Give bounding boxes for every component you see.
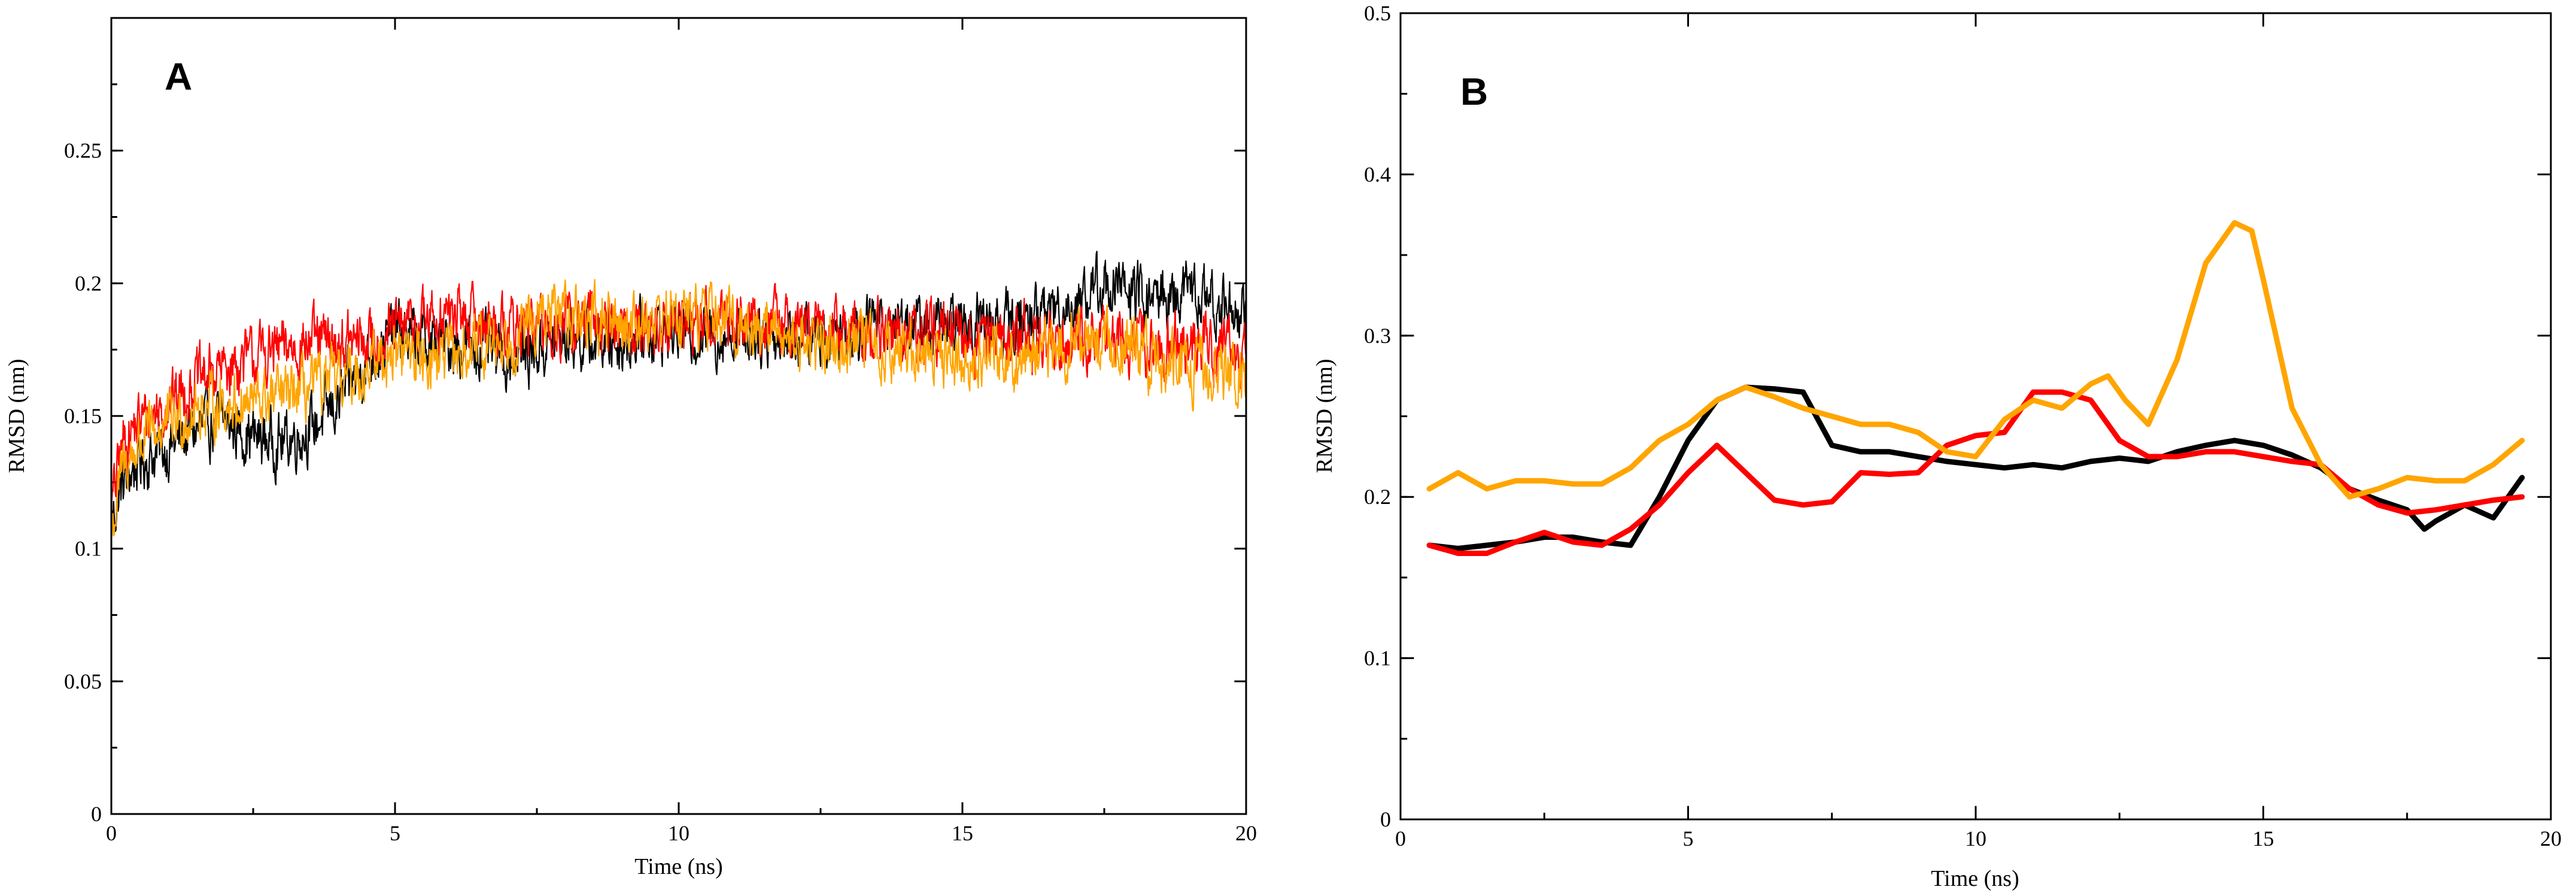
panel-b-y-tick-label: 0 [1380,807,1391,831]
panel-a-x-axis-label: Time (ns) [634,854,722,879]
panel-b-series-line-red [1426,389,2525,556]
panel-a-series-line-orange [110,279,1247,537]
panel-a-y-tick-label: 0 [91,802,102,826]
panel-b-series-line-black [1426,384,2525,551]
panel-b-y-tick-label: 0.2 [1364,485,1391,509]
panel-a-y-tick-label: 0.1 [75,537,102,561]
panel-b: B 0 5 10 15 20 0 0.1 0.2 0.3 0.4 0.5 Time (ns) RMS… [1312,1,2562,891]
panel-b-x-tick-label: 10 [1965,827,1986,851]
panel-a-series-line-red [110,281,1247,529]
panel-a-x-tick-label: 20 [1235,821,1257,845]
panel-b-axes: 0 5 10 15 20 0 0.1 0.2 0.3 0.4 0.5 [1364,1,2562,851]
panel-a-x-tick-label: 10 [668,821,689,845]
panel-a-y-tick-label: 0.2 [75,271,102,295]
panel-b-y-tick-label: 0.5 [1364,1,1391,25]
panel-label-b: B [1460,70,1488,113]
panel-b-series [1426,220,2525,556]
panel-a-y-tick-label: 0.25 [64,139,102,163]
panel-label-a: A [165,55,192,98]
panel-b-y-tick-label: 0.1 [1364,646,1391,670]
panel-a-x-tick-label: 15 [952,821,973,845]
panel-a-y-axis-label: RMSD (nm) [4,359,29,473]
panel-b-x-tick-label: 5 [1683,827,1694,851]
panel-a-y-tick-label: 0.15 [64,404,102,428]
panel-a-plot-frame [110,17,1247,815]
panel-a-axes: 0 5 10 15 20 0 0.05 0.1 0.15 0.2 0.25 [64,17,1257,845]
panel-b-y-tick-label: 0.3 [1364,324,1391,348]
panel-a-y-tick-label: 0.05 [64,669,102,693]
panel-b-plot-frame [1399,12,2552,821]
panel-a-series [110,250,1247,537]
panel-b-x-tick-label: 15 [2253,827,2274,851]
panel-b-x-axis-label: Time (ns) [1931,866,2019,891]
panel-a-x-tick-label: 5 [390,821,400,845]
panel-b-y-tick-label: 0.4 [1364,162,1391,186]
panel-a-x-tick-label: 0 [106,821,117,845]
panel-b-x-tick-label: 0 [1395,827,1406,851]
panel-b-x-tick-label: 20 [2540,827,2562,851]
panel-b-series-line-orange [1426,220,2525,500]
panel-b-y-axis-label: RMSD (nm) [1312,359,1337,473]
